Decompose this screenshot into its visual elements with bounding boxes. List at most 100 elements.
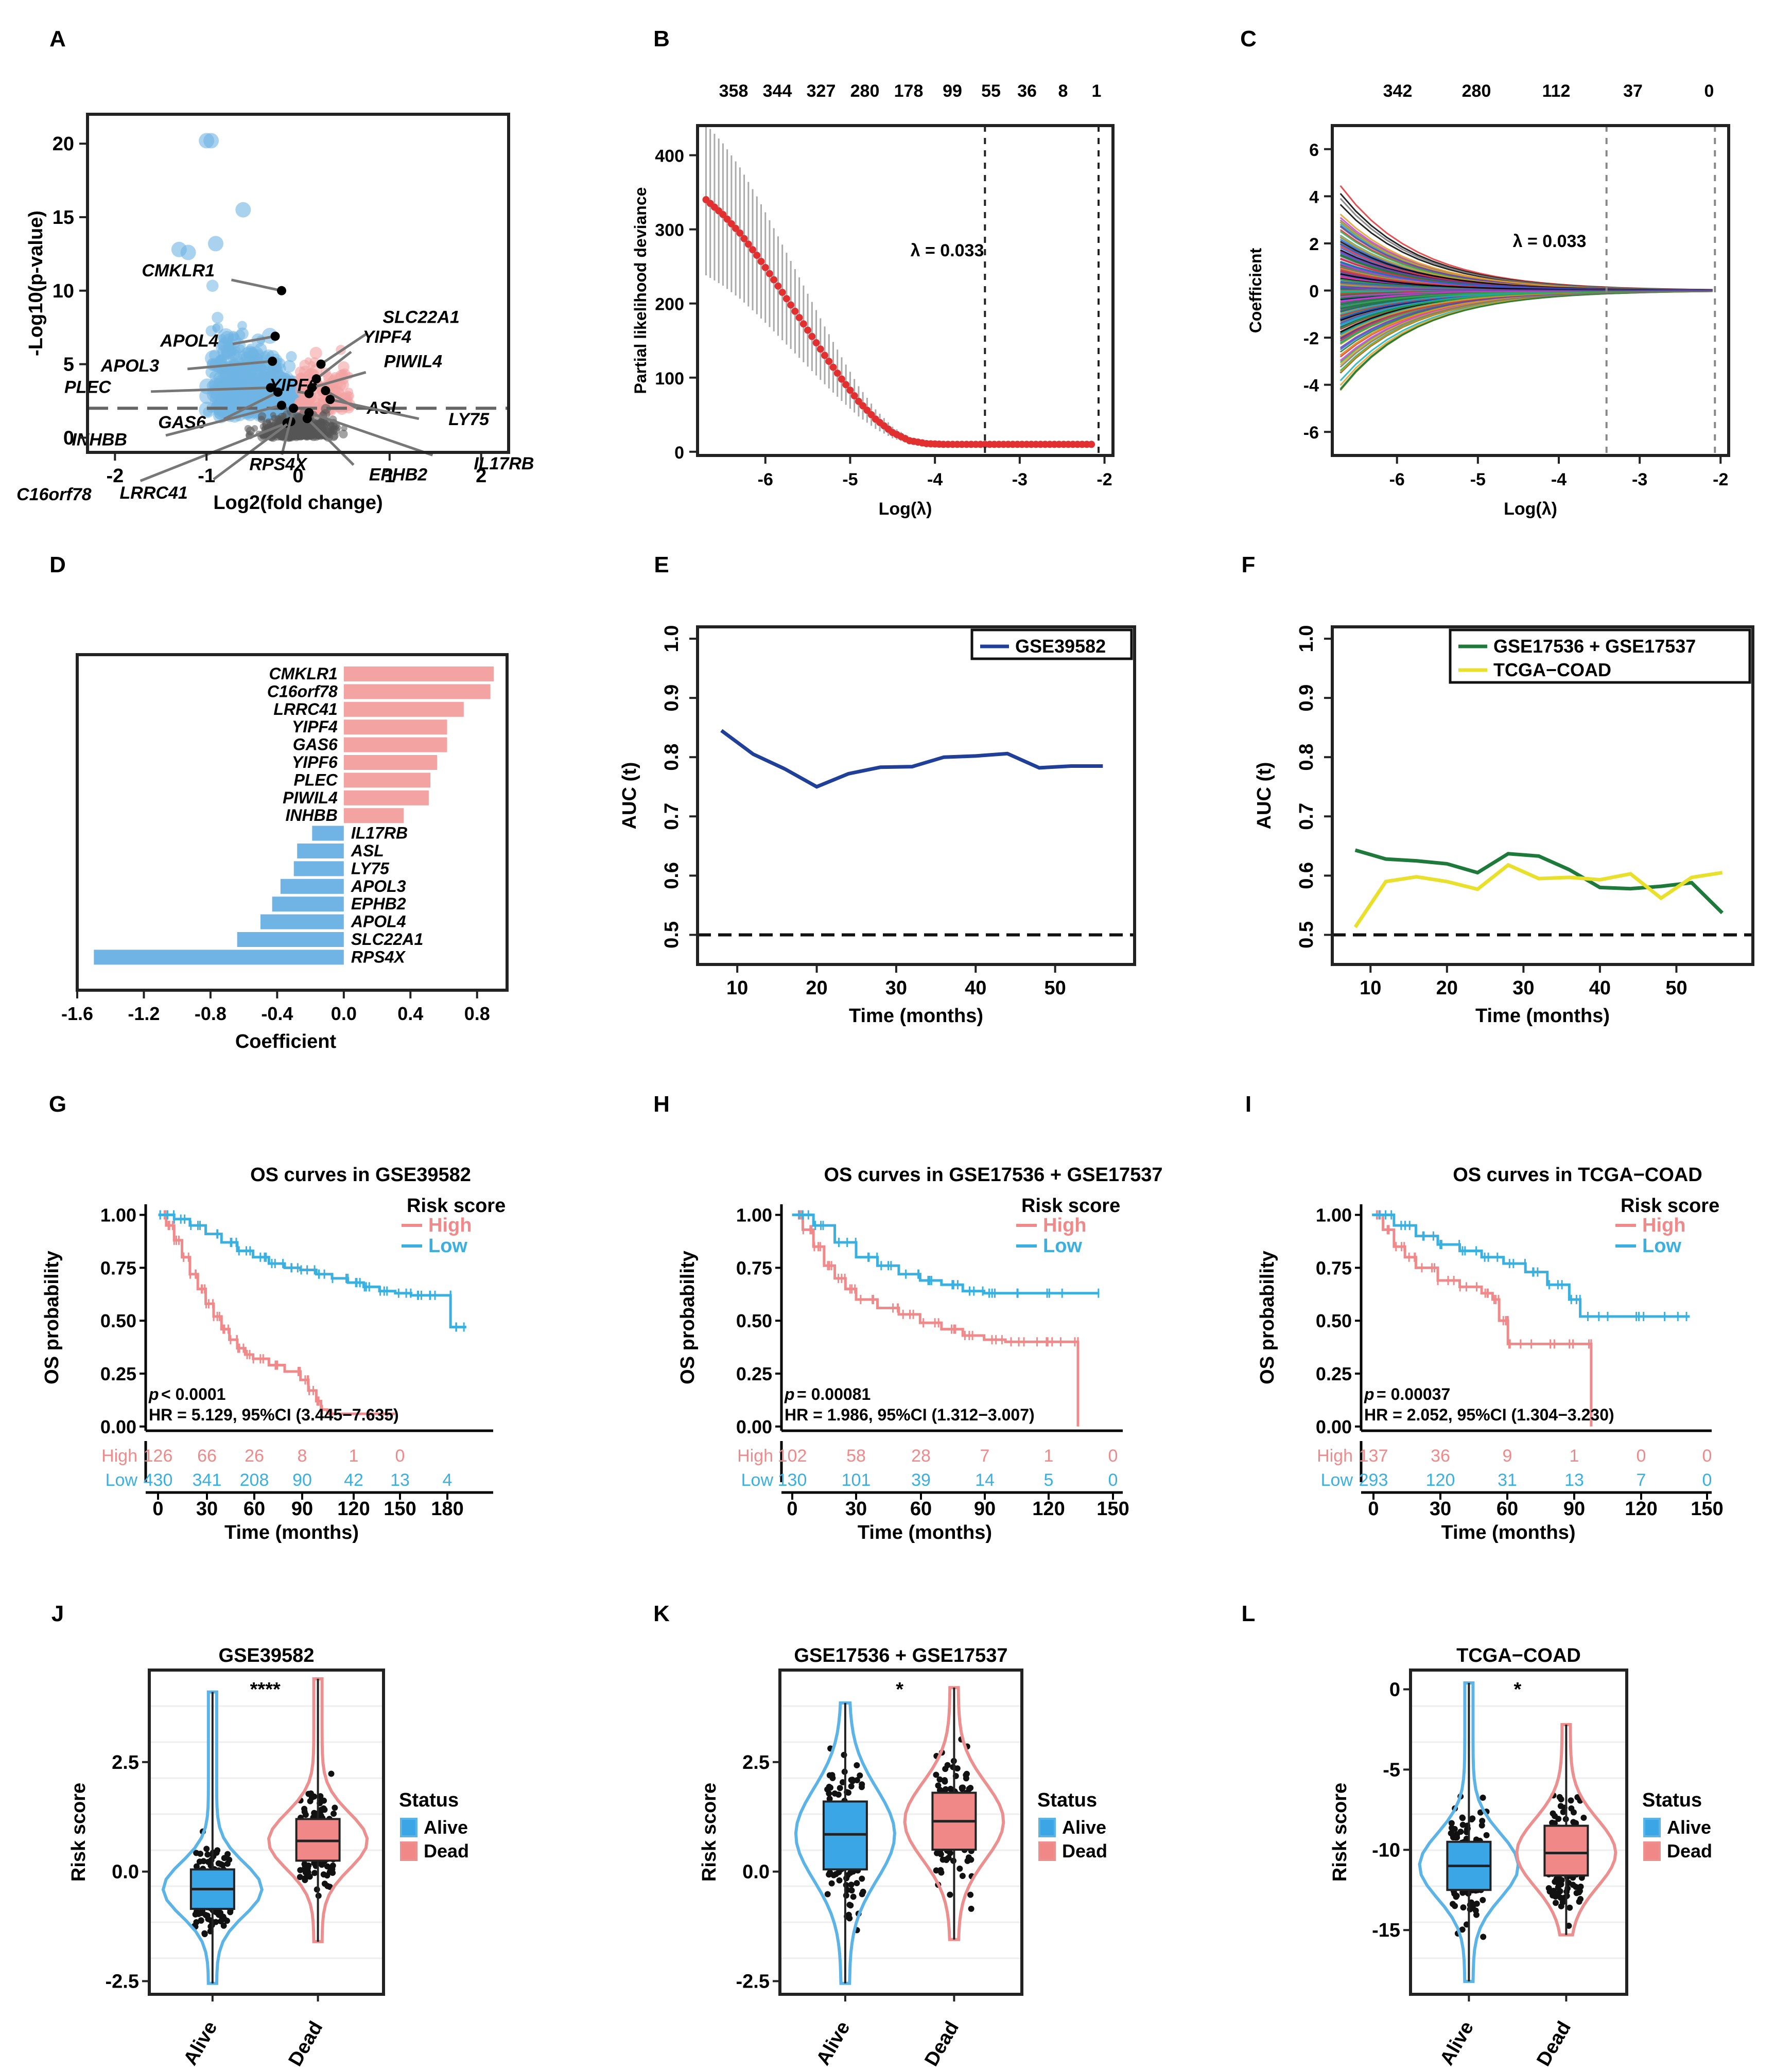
axis-x-A-tick-label: 0: [292, 465, 303, 487]
axis-x-H-tick-label: 150: [1097, 1498, 1129, 1520]
gene-label: PLEC: [293, 770, 338, 789]
coef-bar: [343, 666, 494, 681]
data-point: [850, 1893, 857, 1900]
data-point: [967, 1891, 974, 1898]
risk-count-high: 8: [298, 1446, 307, 1466]
violin-title-L: TCGA−COAD: [1456, 1645, 1581, 1666]
volcano-point-ns: [299, 425, 308, 434]
cv-point: [765, 270, 773, 277]
data-point: [1555, 1881, 1562, 1887]
gene-label: YIPF4: [363, 327, 412, 347]
cv-point: [1088, 441, 1095, 448]
axis-y-C-tick-label: 6: [1309, 141, 1319, 160]
volcano-point-down: [180, 244, 196, 260]
axis-y-title-F: AUC (t): [1254, 762, 1275, 830]
axis-y-H-tick-label: 0.00: [736, 1416, 772, 1437]
axis-y-G-tick-label: 0.25: [100, 1363, 136, 1384]
axis-y-B-tick-label: 400: [655, 147, 684, 166]
axis-y-F-tick-label: 0.7: [1296, 803, 1317, 830]
plot-frame-B: [696, 124, 1115, 457]
legend-label: Alive: [1667, 1817, 1711, 1838]
auc-line-GSE17536-GSE17537: [1354, 848, 1724, 915]
legend-swatch: [400, 1841, 417, 1861]
data-point: [1459, 1815, 1466, 1821]
axis-x-G-tick-label: 120: [337, 1498, 370, 1520]
cv-point: [749, 246, 757, 254]
hr-text: HR = 1.986, 95%CI (1.312−3.007): [785, 1406, 1035, 1424]
gene-label: IL17RB: [351, 824, 408, 842]
cv-point: [723, 215, 731, 223]
data-point: [1573, 1890, 1580, 1897]
axis-y-title-B: Partial likelihood deviance: [631, 187, 650, 394]
volcano-point-up: [304, 370, 314, 379]
volcano-point-down: [231, 396, 242, 407]
top-tick-label: 344: [763, 81, 792, 101]
axis-y-C-tick-label: 4: [1309, 187, 1319, 207]
legend-label: Dead: [1667, 1840, 1712, 1862]
axis-x-C-tick-label: -3: [1632, 470, 1647, 489]
cv-point: [761, 264, 769, 271]
volcano-point-down: [205, 325, 217, 337]
axis-x-E-tick-label: 20: [806, 977, 827, 999]
top-tick-label: 112: [1542, 81, 1571, 101]
data-point: [327, 1865, 334, 1871]
top-tick-label: 0: [1704, 81, 1714, 101]
axis-y-I-tick-label: 0.00: [1316, 1416, 1352, 1437]
axis-y-I-tick-label: 1.00: [1316, 1205, 1352, 1226]
axis-x-H-tick-label: 90: [974, 1498, 996, 1520]
label-connector: [316, 350, 352, 380]
volcano-point-down: [274, 366, 283, 375]
panel-letter-L: L: [1242, 1601, 1256, 1626]
coef-bar: [343, 719, 447, 735]
cv-point: [850, 392, 858, 400]
coef-bar: [343, 755, 438, 770]
km-title-G: OS curves in GSE39582: [250, 1164, 471, 1186]
axis-x-I-tick-label: 60: [1496, 1498, 1518, 1520]
axis-x-H-tick-label: 30: [845, 1498, 867, 1520]
risk-count-high: 1: [349, 1446, 359, 1466]
data-point: [859, 1781, 865, 1788]
hr-text: HR = 5.129, 95%CI (3.445−7.635): [149, 1406, 399, 1424]
axis-y-K-tick-label: 0.0: [742, 1862, 770, 1883]
axis-x-F-tick-label: 20: [1436, 977, 1458, 999]
axis-x-G-tick-label: 0: [152, 1498, 163, 1520]
top-tick-label: 280: [850, 81, 880, 101]
coef-bar: [343, 684, 491, 699]
axis-y-F-tick-label: 0.6: [1296, 862, 1317, 889]
volcano-point-down: [203, 133, 219, 149]
legend-swatch: [1038, 1818, 1056, 1837]
axis-y-L-tick-label: -10: [1372, 1839, 1400, 1861]
legend-label: Low: [1642, 1235, 1681, 1257]
label-connector: [308, 411, 433, 456]
risk-count-low: 13: [1564, 1470, 1584, 1490]
axis-x-F-tick-label: 10: [1360, 977, 1381, 999]
axis-x-I-tick-label: 90: [1563, 1498, 1585, 1520]
panel-letter-B: B: [653, 26, 670, 51]
volcano-point-down: [206, 279, 219, 292]
top-tick-label: 280: [1462, 81, 1491, 101]
gene-label: C16orf78: [16, 485, 92, 504]
data-point: [1570, 1882, 1576, 1888]
legend-swatch: [1643, 1818, 1661, 1837]
volcano-point-ns: [257, 412, 267, 421]
axis-y-title-C: Coefficient: [1246, 248, 1265, 333]
volcano-point-ns: [251, 425, 258, 432]
axis-y-title-H: OS probability: [677, 1251, 699, 1384]
label-connector: [187, 360, 273, 371]
data-point: [829, 1775, 836, 1781]
data-point: [968, 1856, 974, 1863]
data-point: [218, 1918, 224, 1925]
risk-row-label: Low: [106, 1470, 138, 1490]
data-point: [1480, 1794, 1486, 1801]
axis-y-F-tick-label: 0.9: [1296, 684, 1317, 712]
volcano-point-down: [249, 378, 260, 390]
axis-y-B-tick-label: 300: [655, 221, 684, 240]
axis-y-C-tick-label: 2: [1309, 235, 1319, 254]
volcano-point-up: [304, 400, 314, 409]
axis-y-C-tick-label: -4: [1303, 376, 1319, 396]
data-point: [1473, 1900, 1480, 1907]
risk-count-high: 58: [846, 1446, 866, 1466]
gene-label: APOL3: [100, 356, 159, 376]
panel-letter-I: I: [1245, 1092, 1251, 1117]
axis-y-title-L: Risk score: [1329, 1783, 1351, 1882]
